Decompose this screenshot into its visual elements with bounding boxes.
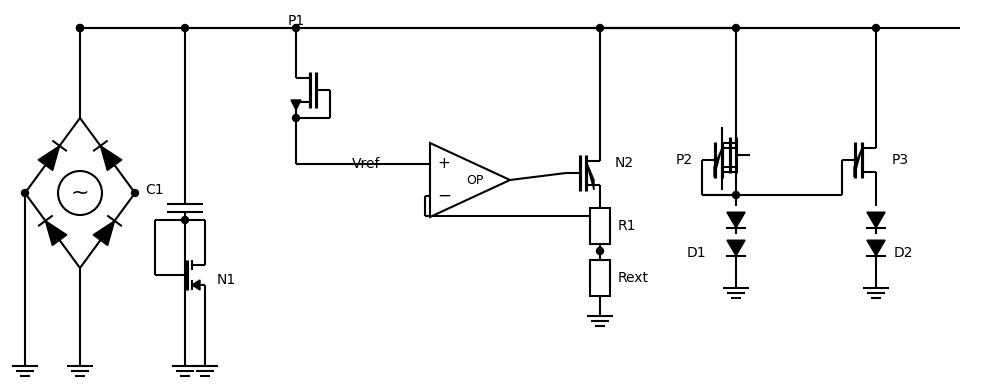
Circle shape <box>732 191 740 198</box>
Polygon shape <box>192 280 200 290</box>
Circle shape <box>76 24 84 32</box>
Text: Vref: Vref <box>352 157 380 171</box>
Circle shape <box>732 24 740 32</box>
Text: D1: D1 <box>686 246 706 260</box>
Text: Rext: Rext <box>618 271 649 285</box>
Polygon shape <box>867 240 885 256</box>
Circle shape <box>872 24 880 32</box>
Text: P2: P2 <box>675 153 693 167</box>
Polygon shape <box>727 240 745 256</box>
Polygon shape <box>291 100 301 110</box>
Circle shape <box>182 24 188 32</box>
Polygon shape <box>430 143 510 217</box>
Polygon shape <box>867 212 885 228</box>
Polygon shape <box>586 161 594 190</box>
Text: ~: ~ <box>71 183 89 203</box>
Circle shape <box>292 24 300 32</box>
Circle shape <box>76 24 84 32</box>
Circle shape <box>596 247 604 254</box>
Polygon shape <box>38 146 60 171</box>
Bar <box>590 208 610 244</box>
Circle shape <box>596 24 604 32</box>
Circle shape <box>132 190 138 196</box>
Text: N1: N1 <box>217 273 236 287</box>
Polygon shape <box>714 148 722 177</box>
Text: D2: D2 <box>894 246 914 260</box>
Polygon shape <box>727 212 745 228</box>
Polygon shape <box>100 146 122 171</box>
Text: R1: R1 <box>618 219 637 233</box>
Polygon shape <box>45 221 67 245</box>
Text: OP: OP <box>466 173 484 186</box>
Text: C1: C1 <box>146 183 164 197</box>
Text: +: + <box>438 156 450 171</box>
Polygon shape <box>93 221 115 245</box>
Circle shape <box>22 190 28 196</box>
Text: −: − <box>437 187 451 205</box>
Text: P1: P1 <box>287 14 305 28</box>
Polygon shape <box>854 148 862 177</box>
Text: P3: P3 <box>892 153 909 167</box>
Bar <box>590 260 610 296</box>
Circle shape <box>182 217 188 223</box>
Text: N2: N2 <box>615 156 634 170</box>
Circle shape <box>292 115 300 122</box>
